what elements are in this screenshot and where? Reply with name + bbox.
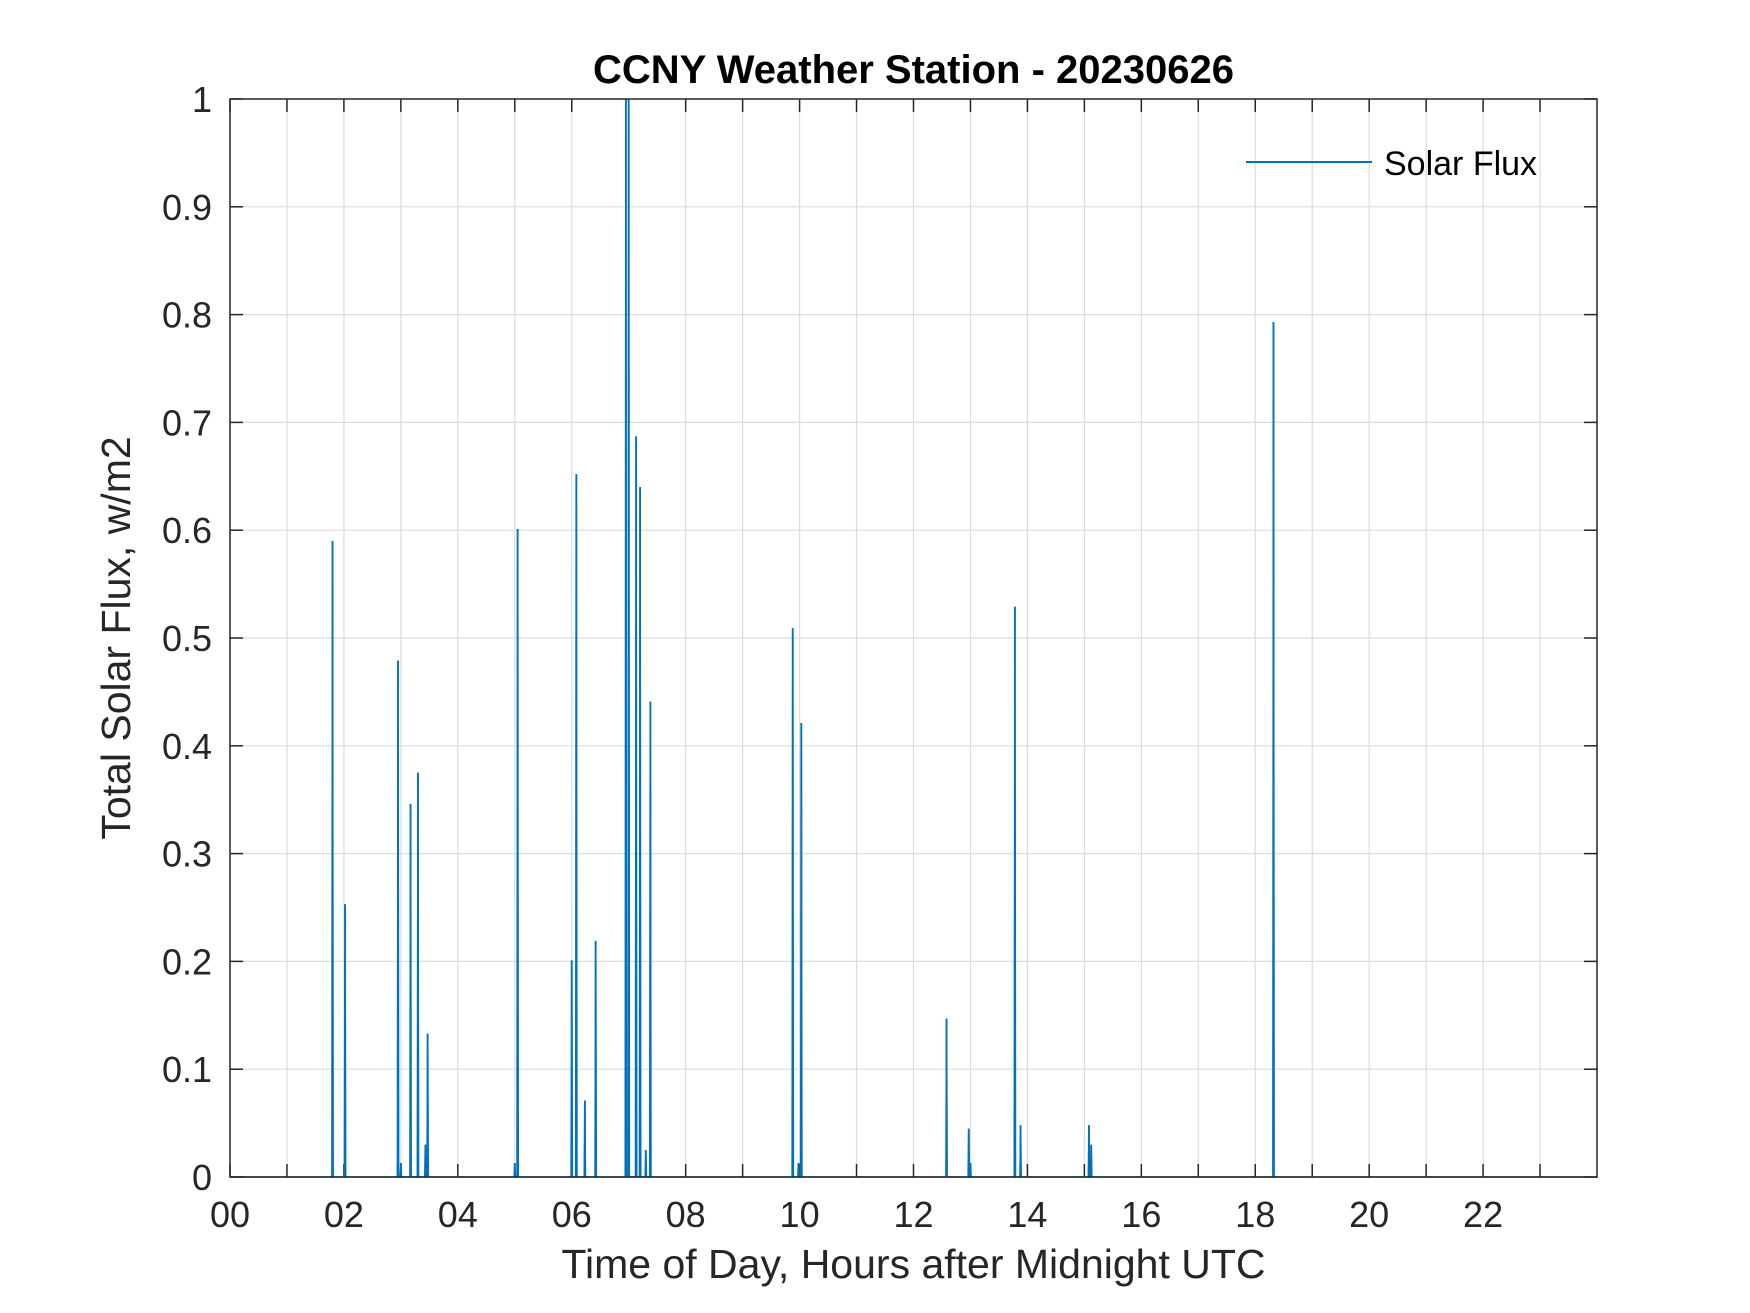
plot-frame — [229, 98, 1598, 1178]
x-tick-label: 18 — [1235, 1194, 1275, 1235]
y-tick-label: 0.2 — [162, 941, 212, 982]
x-tick-label: 16 — [1121, 1194, 1161, 1235]
y-tick-label: 0.8 — [162, 295, 212, 336]
x-tick-label: 20 — [1349, 1194, 1389, 1235]
y-tick-label: 0.1 — [162, 1049, 212, 1090]
x-tick-label: 12 — [893, 1194, 933, 1235]
x-tick-label: 14 — [1007, 1194, 1047, 1235]
y-tick-label: 0.7 — [162, 402, 212, 443]
x-tick-label: 08 — [666, 1194, 706, 1235]
x-tick-label: 00 — [210, 1194, 250, 1235]
x-tick-labels: 00 02 04 06 08 10 12 14 16 18 20 22 — [210, 1194, 1503, 1235]
y-tick-label: 0.6 — [162, 510, 212, 551]
grid-lines — [230, 99, 1597, 1177]
y-tick-label: 0 — [192, 1157, 212, 1198]
chart-title: CCNY Weather Station - 20230626 — [593, 48, 1234, 92]
y-tick-labels: 0 0.1 0.2 0.3 0.4 0.5 0.6 0.7 0.8 0.9 1 — [162, 79, 212, 1198]
y-tick-label: 0.4 — [162, 726, 212, 767]
x-tick-label: 10 — [780, 1194, 820, 1235]
y-tick-label: 0.9 — [162, 187, 212, 228]
x-tick-label: 06 — [552, 1194, 592, 1235]
legend: Solar Flux — [1246, 145, 1537, 183]
x-tick-label: 22 — [1463, 1194, 1503, 1235]
y-tick-label: 1 — [192, 79, 212, 120]
y-tick-label: 0.5 — [162, 618, 212, 659]
y-tick-label: 0.3 — [162, 834, 212, 875]
y-axis-label: Total Solar Flux, w/m2 — [93, 436, 139, 839]
legend-label-solar-flux: Solar Flux — [1384, 145, 1537, 183]
x-tick-label: 02 — [324, 1194, 364, 1235]
x-axis-label: Time of Day, Hours after Midnight UTC — [561, 1241, 1265, 1287]
x-tick-label: 04 — [438, 1194, 478, 1235]
